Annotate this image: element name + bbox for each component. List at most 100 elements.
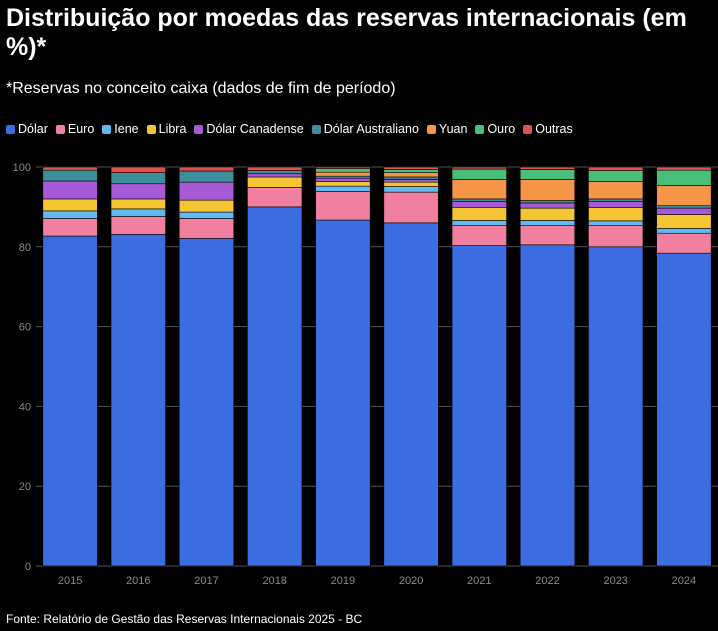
bar-segment [178,238,235,567]
bar-segment [383,169,439,173]
x-tick-label: 2022 [535,575,559,587]
bar-segment [519,225,576,246]
y-tick-label: 100 [13,162,31,174]
bar-segment [588,220,644,226]
bar-segment [383,191,439,224]
bar-segment [656,185,712,207]
bar-segment [42,166,98,171]
bar-segment [110,198,166,210]
bar-segment [451,220,507,226]
bar-segment [519,220,576,226]
bar-segment [178,211,235,219]
y-tick-label: 80 [19,242,31,254]
bars [42,166,712,567]
chart-subtitle: *Reservas no conceito caixa (dados de fi… [6,80,396,97]
bar-segment [451,168,507,180]
bar-segment [247,187,303,208]
bar-segment [656,228,712,234]
bar-segment [42,180,98,200]
bar-segment [451,206,507,221]
bar-segment [519,169,576,180]
legend-swatch [523,124,533,134]
x-tick-label: 2020 [399,575,423,587]
bar-segment [315,191,371,221]
bar-segment [178,199,235,213]
legend-swatch [102,124,112,134]
bar-segment [110,216,166,235]
bar-segment [588,166,644,171]
bar-segment [383,186,439,193]
bar-segment [247,170,303,175]
legend-item: Outras [523,121,573,137]
bar-segment [247,173,303,178]
legend-item: Libra [146,121,187,137]
legend-label: Libra [158,122,187,136]
legend-label: Euro [67,122,95,136]
bar-segment [588,207,644,222]
bar-segment [247,166,303,171]
bar-segment [588,246,644,567]
x-tick-label: 2024 [672,575,696,587]
legend-swatch [311,124,321,134]
bar-segment [451,225,507,246]
legend-swatch [194,124,204,134]
bar-segment [110,208,166,217]
legend-swatch [55,124,65,134]
bar-segment [383,179,439,183]
bar-segment [588,198,644,202]
legend-item: Ouro [475,121,515,137]
legend-swatch [6,124,15,134]
bar-segment [42,198,98,212]
source-note: Fonte: Relatório de Gestão das Reservas … [6,612,363,626]
legend-label: Dólar [18,122,48,136]
bar-segment [519,179,576,201]
bar-segment [656,166,712,171]
bar-segment [519,166,576,170]
bar-segment [519,200,576,204]
bar-segment [383,222,439,567]
x-tick-label: 2015 [58,575,82,587]
stacked-bar-chart: 0 20 40 60 80 100 2015 2016 2017 2018 2019 2020 202… [13,162,718,587]
bar-segment [110,234,166,567]
bar-segment [519,244,576,567]
bar-segment [247,176,303,188]
bar-segment [110,183,166,200]
bar-segment [42,169,98,182]
x-tick-label: 2017 [194,575,218,587]
x-tick-label: 2018 [262,575,286,587]
y-tick-label: 40 [19,401,31,413]
bar-segment [588,201,644,208]
legend-item: Dólar Australiano [311,121,419,137]
bar-segment [451,166,507,170]
bar-segment [315,219,371,567]
chart-title: Distribuição por moedas das reservas int… [6,4,687,61]
y-tick-label: 0 [25,561,31,573]
bar-segment [451,201,507,208]
bar-segment [178,170,235,183]
bar-segment [656,169,712,186]
x-tick-label: 2016 [126,575,150,587]
bar-segment [110,166,166,173]
bar-segment [519,207,576,221]
bar-segment [656,252,712,567]
bar-segment [178,166,235,172]
legend-label: Dólar Australiano [323,122,419,136]
bar-segment [451,245,507,567]
legend-item: Yuan [426,121,468,137]
legend-label: Yuan [438,122,468,136]
bar-segment [315,168,371,173]
bar-segment [588,225,644,248]
bar-segment [315,185,371,192]
bar-segment [383,172,439,178]
legend-swatch [146,124,156,134]
legend-label: Ouro [487,122,516,136]
legend-item: Dólar Canadense [194,121,304,137]
bar-segment [315,166,371,169]
legend-label: Outras [535,122,573,136]
legend-item: Iene [102,121,139,137]
bar-segment [656,205,712,209]
bar-segment [451,179,507,200]
bar-segment [315,177,371,182]
bar-segment [383,166,439,170]
legend-swatch [426,124,436,134]
